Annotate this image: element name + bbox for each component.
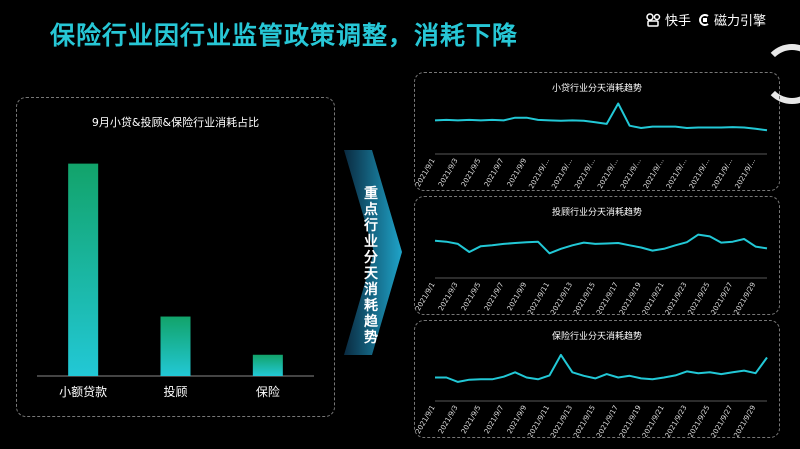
- bar-1: [68, 163, 99, 376]
- loan-trend-panel: 小贷行业分天消耗趋势 2021/9/1 2021/9/3 2021/9/5 2021/9…: [414, 72, 780, 191]
- x-tick-label: 2021/9/...: [527, 157, 551, 190]
- line-chart-title: 保险行业分天消耗趋势: [552, 330, 642, 342]
- x-tick-label: 2021/9/15: [572, 404, 597, 437]
- x-tick-label: 2021/9/21: [641, 404, 666, 437]
- x-tick-label: 2021/9/13: [549, 404, 574, 437]
- x-tick-label: 2021/9/...: [665, 157, 689, 190]
- bar-category-label: 小额贷款: [59, 385, 107, 399]
- x-tick-label: 2021/9/1: [415, 157, 437, 188]
- x-tick-label: 2021/9/1: [415, 281, 437, 312]
- arrow-chevron-icon: [344, 150, 402, 355]
- x-tick-label: 2021/9/3: [437, 157, 460, 188]
- bar-3: [252, 354, 283, 376]
- line-chart-title: 小贷行业分天消耗趋势: [552, 82, 642, 94]
- x-tick-label: 2021/9/3: [437, 281, 460, 312]
- x-tick-label: 2021/9/17: [595, 281, 620, 314]
- bar-chart-title: 9月小贷&投顾&保险行业消耗占比: [92, 115, 259, 129]
- x-tick-label: 2021/9/1: [415, 404, 437, 435]
- x-tick-label: 2021/9/5: [460, 404, 483, 435]
- bar-chart-panel: 9月小贷&投顾&保险行业消耗占比小额贷款 投顾 保险: [16, 97, 335, 417]
- x-tick-label: 2021/9/23: [664, 281, 689, 314]
- cili-label: 磁力引擎: [713, 14, 766, 29]
- x-tick-label: 2021/9/5: [460, 157, 483, 188]
- x-tick-label: 2021/9/11: [526, 281, 551, 314]
- kuaishou-logo: 快手: [646, 10, 691, 29]
- x-tick-label: 2021/9/29: [732, 281, 757, 314]
- x-tick-label: 2021/9/27: [710, 404, 735, 437]
- x-tick-label: 2021/9/7: [483, 157, 506, 188]
- insurance-trend-panel: 保险行业分天消耗趋势 2021/9/1 2021/9/3 2021/9/5 2021/9…: [414, 320, 780, 439]
- trend-line: [435, 353, 768, 383]
- x-tick-label: 2021/9/9: [506, 281, 529, 312]
- x-tick-label: 2021/9/...: [688, 157, 712, 190]
- x-tick-label: 2021/9/11: [526, 404, 551, 437]
- x-tick-label: 2021/9/19: [618, 281, 643, 314]
- x-tick-label: 2021/9/...: [573, 157, 597, 190]
- x-tick-label: 2021/9/19: [618, 404, 643, 437]
- cili-icon: [699, 13, 709, 26]
- cili-logo: 磁力引擎: [697, 10, 766, 29]
- x-tick-label: 2021/9/7: [483, 404, 506, 435]
- trend-line: [434, 102, 768, 132]
- bar-category-label: 保险: [256, 384, 280, 399]
- x-tick-label: 2021/9/9: [506, 157, 529, 188]
- x-tick-label: 2021/9/23: [664, 404, 689, 437]
- page-title: 保险行业因行业监管政策调整，消耗下降: [50, 21, 519, 50]
- decorative-ring: [762, 44, 800, 104]
- x-tick-label: 2021/9/...: [619, 157, 643, 190]
- kuaishou-label: 快手: [664, 14, 691, 29]
- x-tick-label: 2021/9/...: [596, 157, 620, 190]
- line-chart-title: 投顾行业分天消耗趋势: [552, 206, 642, 218]
- x-tick-label: 2021/9/21: [641, 281, 666, 314]
- x-tick-label: 2021/9/27: [710, 281, 735, 314]
- advisory-trend-panel: 投顾行业分天消耗趋势 2021/9/1 2021/9/3 2021/9/5 2021/9…: [414, 196, 780, 316]
- x-tick-label: 2021/9/3: [437, 404, 460, 435]
- arrow-label: 重点行业分天消耗趋势: [364, 186, 378, 346]
- x-tick-label: 2021/9/9: [506, 404, 529, 435]
- x-tick-label: 2021/9/...: [711, 157, 735, 190]
- x-tick-label: 2021/9/17: [595, 404, 620, 437]
- x-tick-label: 2021/9/25: [687, 404, 712, 437]
- x-tick-label: 2021/9/...: [550, 157, 574, 190]
- x-tick-label: 2021/9/15: [572, 281, 597, 314]
- x-tick-label: 2021/9/5: [460, 281, 483, 312]
- x-tick-label: 2021/9/13: [549, 281, 574, 314]
- brand-logos: 快手 磁力引擎: [646, 10, 766, 29]
- x-tick-label: 2021/9/29: [732, 404, 757, 437]
- bar-2: [160, 316, 191, 376]
- kuaishou-icon: [646, 12, 661, 27]
- x-tick-label: 2021/9/...: [642, 157, 666, 190]
- trend-line: [434, 233, 768, 255]
- x-tick-label: 2021/9/25: [687, 281, 712, 314]
- x-tick-label: 2021/9/7: [483, 281, 506, 312]
- x-tick-label: 2021/9/...: [734, 157, 758, 190]
- bar-category-label: 投顾: [163, 384, 187, 399]
